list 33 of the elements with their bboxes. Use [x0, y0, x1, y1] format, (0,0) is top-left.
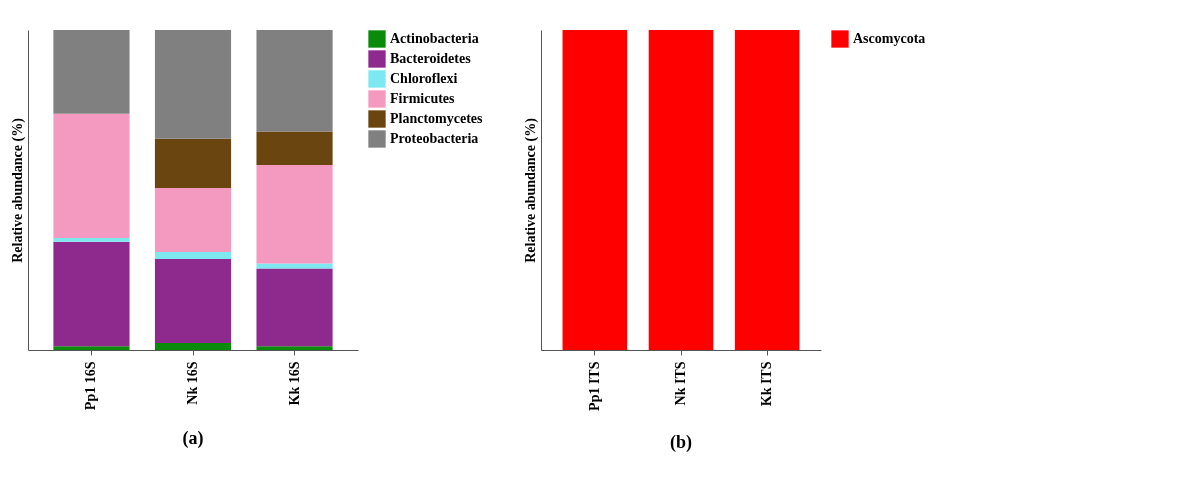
x-tick-label: Kk 16S [286, 361, 302, 406]
bar [53, 241, 130, 347]
legend-label: Bacteroidetes [390, 51, 472, 66]
bar [154, 188, 232, 253]
bar [256, 30, 333, 132]
bar [256, 268, 333, 347]
legend-label: Firmicutes [390, 91, 456, 106]
x-tick-label: Nk 16S [185, 361, 200, 405]
y-axis-title: Relative abundance (%) [9, 117, 26, 263]
bar [256, 131, 333, 166]
bar [154, 252, 232, 260]
x-tick-label: Kk ITS [759, 361, 775, 407]
legend-label: Planctomycetes [390, 111, 484, 126]
bar [154, 30, 232, 139]
bar [53, 238, 130, 242]
legend-label: Ascomycota [853, 31, 926, 46]
bar [154, 259, 232, 343]
bar [53, 346, 130, 350]
bar [53, 113, 130, 238]
legend-label: Proteobacteria [390, 131, 479, 146]
legend-label: Chloroflexi [390, 71, 458, 86]
text: (a) [182, 427, 204, 449]
bar [154, 342, 232, 350]
text: (b) [670, 431, 692, 453]
x-tick-label: Pp1 16S [83, 361, 99, 411]
x-tick-label: Nk ITS [673, 361, 688, 406]
bar [256, 165, 333, 264]
y-axis-title: Relative abundance (%) [522, 117, 539, 263]
x-tick-label: Pp1 ITS [586, 361, 602, 411]
legend-label: Actinobacteria [390, 31, 479, 46]
bar [154, 138, 232, 189]
bar [256, 346, 333, 350]
bar [53, 30, 130, 114]
